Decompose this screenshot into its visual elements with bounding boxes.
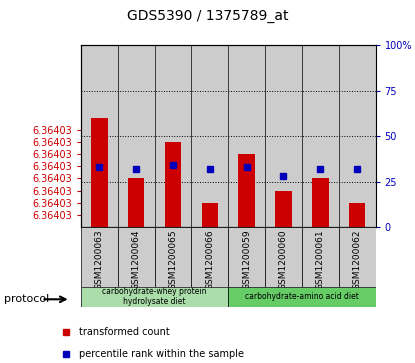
Bar	[339, 45, 376, 227]
Text: GSM1200059: GSM1200059	[242, 230, 251, 290]
Bar	[228, 227, 265, 287]
Bar	[228, 287, 376, 307]
Bar	[81, 45, 118, 227]
Bar	[265, 45, 302, 227]
Bar	[191, 227, 228, 287]
Bar	[302, 227, 339, 287]
Text: carbohydrate-amino acid diet: carbohydrate-amino acid diet	[245, 292, 359, 301]
Bar	[165, 142, 181, 227]
Bar	[265, 227, 302, 287]
Bar	[81, 227, 118, 287]
Bar	[302, 45, 339, 227]
Bar	[238, 154, 255, 227]
Text: GSM1200066: GSM1200066	[205, 230, 214, 290]
Text: GSM1200060: GSM1200060	[279, 230, 288, 290]
Bar	[202, 203, 218, 227]
Bar	[155, 227, 191, 287]
Text: percentile rank within the sample: percentile rank within the sample	[79, 349, 244, 359]
Bar	[191, 45, 228, 227]
Text: GSM1200064: GSM1200064	[132, 230, 141, 290]
Text: GSM1200065: GSM1200065	[168, 230, 178, 290]
Bar	[312, 179, 329, 227]
Bar	[339, 227, 376, 287]
Bar	[118, 227, 155, 287]
Text: GDS5390 / 1375789_at: GDS5390 / 1375789_at	[127, 9, 288, 23]
Text: carbohydrate-whey protein
hydrolysate diet: carbohydrate-whey protein hydrolysate di…	[103, 287, 207, 306]
Bar	[91, 118, 107, 227]
Bar	[228, 45, 265, 227]
Text: GSM1200062: GSM1200062	[353, 230, 361, 290]
Bar	[81, 287, 228, 307]
Text: GSM1200061: GSM1200061	[316, 230, 325, 290]
Text: transformed count: transformed count	[79, 327, 169, 337]
Bar	[349, 203, 366, 227]
Bar	[128, 179, 144, 227]
Bar	[275, 191, 292, 227]
Bar	[155, 45, 191, 227]
Bar	[118, 45, 155, 227]
Text: GSM1200063: GSM1200063	[95, 230, 104, 290]
Text: protocol: protocol	[4, 294, 49, 305]
